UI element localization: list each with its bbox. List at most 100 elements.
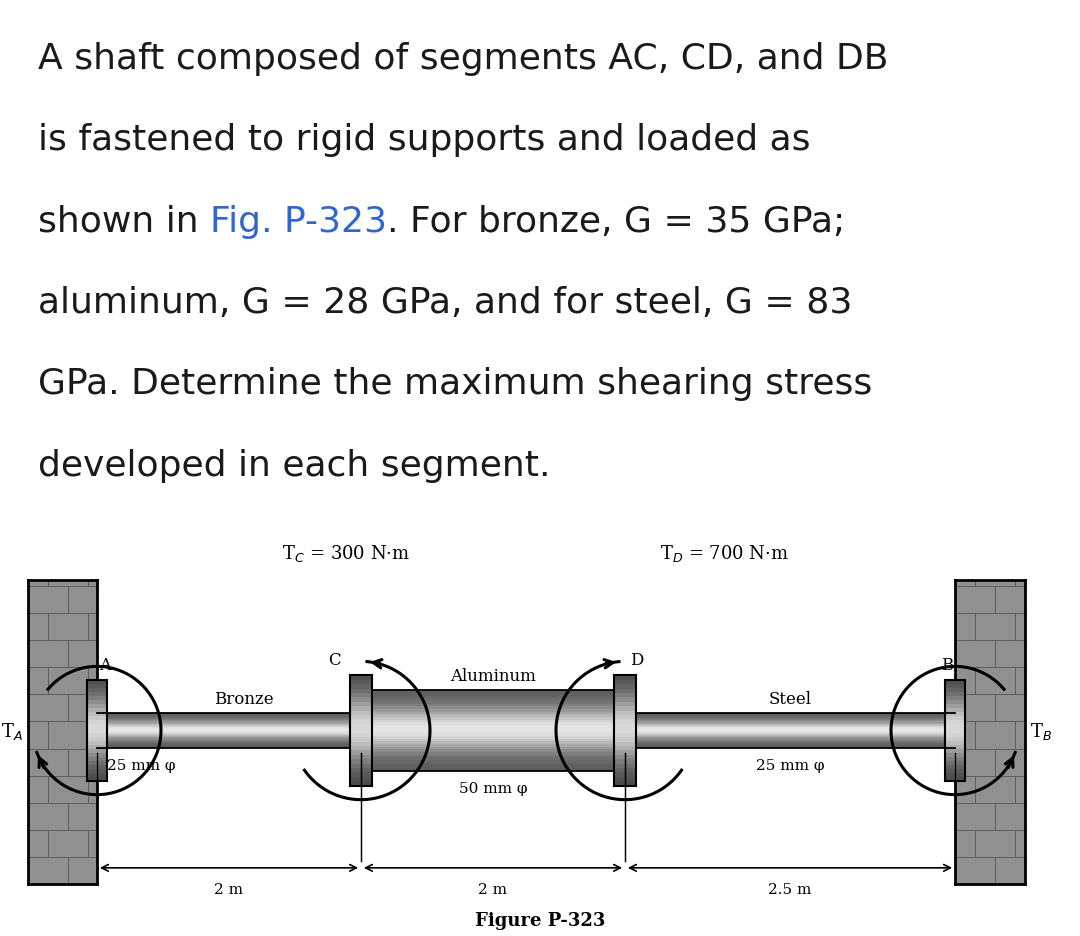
Bar [361,691,625,694]
Bar [87,765,107,768]
Text: B: B [941,657,953,674]
Bar [615,772,636,777]
Bar [350,697,372,702]
Bar [350,782,372,786]
Bar [361,763,625,766]
Bar [87,717,107,721]
Bar [97,718,361,720]
Bar [615,751,636,755]
Bar [87,709,107,712]
Bar [625,716,955,717]
Bar [97,719,361,721]
Bar [97,728,361,729]
Bar [361,749,625,753]
Text: C: C [328,651,341,668]
Bar [361,712,625,715]
Bar [87,744,107,749]
Bar [625,713,955,715]
Bar [87,684,107,689]
Text: GPa. Determine the maximum shearing stress: GPa. Determine the maximum shearing stre… [38,367,872,401]
Bar [361,752,625,754]
Bar [87,696,107,701]
Bar [625,718,955,720]
Bar [97,723,361,724]
Text: 25 mm φ: 25 mm φ [107,758,175,772]
Bar [361,768,625,770]
Bar [615,768,636,772]
Bar [87,740,107,745]
Bar [625,729,955,731]
Bar [87,680,107,684]
Bar [615,741,636,746]
Bar [625,726,955,727]
Bar [87,772,107,777]
Bar [361,736,625,739]
Bar [97,735,361,737]
Bar [350,707,372,711]
Bar [625,732,955,733]
Bar [350,720,372,724]
Bar [945,705,966,709]
Bar [615,693,636,697]
Text: Fig. P-323: Fig. P-323 [210,204,387,239]
Bar [97,740,361,742]
Text: 50 mm φ: 50 mm φ [459,781,527,795]
Bar [615,680,636,684]
Bar [97,724,361,725]
Bar [945,721,966,724]
Bar [625,745,955,747]
Bar [87,761,107,765]
Bar [361,725,625,728]
Bar [945,768,966,773]
Bar [97,738,361,739]
Bar [615,746,636,751]
Bar [350,684,372,689]
Bar [361,747,625,750]
Bar [361,720,625,723]
Bar [945,737,966,740]
Bar [625,717,955,718]
Bar [87,777,107,781]
Bar [87,693,107,696]
Bar [625,737,955,738]
Bar [97,724,361,726]
Bar [945,772,966,777]
Bar [625,743,955,744]
Bar [945,709,966,712]
Bar [350,733,372,738]
Bar [350,764,372,768]
Bar [615,764,636,768]
Bar [945,680,966,684]
Bar [615,733,636,738]
Bar [87,721,107,724]
Bar [955,580,1025,884]
Bar [87,753,107,757]
Bar [615,676,636,680]
Bar [97,734,361,736]
Bar [945,777,966,781]
Bar [97,745,361,747]
Bar [87,733,107,737]
Bar [97,722,361,723]
Bar [350,741,372,746]
Bar [625,723,955,724]
Bar [945,693,966,696]
Bar [945,744,966,749]
Bar [87,724,107,729]
Bar [97,726,361,727]
Bar [350,751,372,755]
Bar [97,727,361,728]
Bar [350,693,372,697]
Bar [97,713,361,715]
Bar [361,698,625,701]
Bar [615,684,636,689]
Bar [350,710,372,715]
Text: Figure P-323: Figure P-323 [475,911,605,929]
Bar [615,715,636,720]
Bar [361,714,625,717]
Bar [945,761,966,765]
Bar [361,723,625,725]
Bar [945,689,966,693]
Bar [625,724,955,725]
Text: Steel: Steel [769,691,811,708]
